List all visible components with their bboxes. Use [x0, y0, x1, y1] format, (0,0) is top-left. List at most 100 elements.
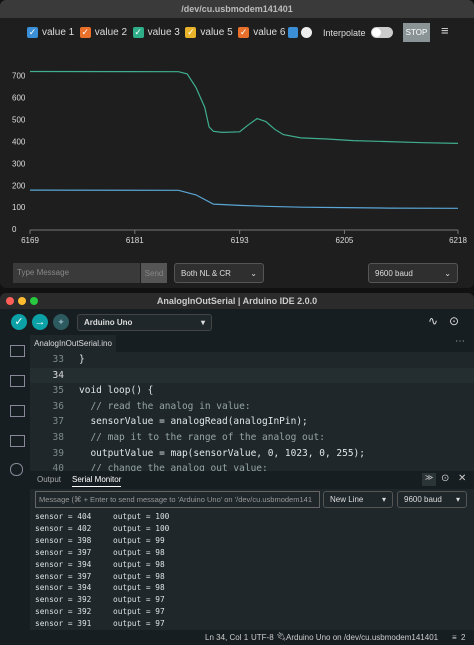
y-tick-label: 200: [12, 181, 26, 190]
sensor-value: sensor = 394: [35, 583, 92, 593]
x-tick-label: 6218: [449, 236, 467, 245]
panel-tab[interactable]: Serial Monitor: [72, 475, 122, 487]
y-tick-label: 400: [12, 137, 26, 146]
interpolate-label: Interpolate: [323, 28, 366, 38]
file-tab[interactable]: AnalogInOutSerial.ino: [30, 335, 116, 352]
window-title: /dev/cu.usbmodem141401: [181, 4, 293, 14]
toggle-knob: [372, 28, 381, 37]
scroll-legend[interactable]: [301, 27, 312, 38]
boards-icon[interactable]: [10, 375, 25, 387]
timestamp-icon[interactable]: ⊙: [441, 473, 450, 484]
sidebar: [0, 335, 30, 630]
editor: 33} 34 35 void loop() {36 // read the analo…: [30, 352, 474, 471]
line-ending-select[interactable]: Both NL & CR ⌄: [174, 263, 264, 283]
sensor-value: sensor = 398: [35, 535, 92, 545]
sensor-value: sensor = 402: [35, 523, 92, 533]
code-line: // map it to the range of the analog out…: [79, 432, 325, 443]
title-bar: [0, 293, 474, 309]
y-tick-label: 100: [12, 203, 26, 212]
line-number: 36: [52, 400, 64, 412]
sensor-value: sensor = 397: [35, 571, 92, 581]
legend-label: value 2: [94, 27, 128, 38]
line-ending-select[interactable]: New Line ▾: [323, 491, 393, 508]
interpolate-toggle[interactable]: [371, 27, 393, 38]
line-ending: New Line: [330, 495, 364, 504]
chart: 0 100 200 300 400 500 600 700 6169 6181 6193 6205 62…: [12, 70, 467, 245]
line-number: 33: [52, 354, 64, 365]
close[interactable]: [6, 297, 14, 305]
notification-icon[interactable]: ≡: [452, 633, 457, 642]
serial-output: sensor = 404 output = 100 sensor = 402 outp…: [35, 512, 465, 630]
baud: 9600 baud: [404, 495, 442, 504]
serial-input[interactable]: Message (⌘ + Enter to send message to 'A…: [35, 491, 320, 508]
legend-checkbox[interactable]: ✓: [185, 27, 197, 38]
legend-more[interactable]: [288, 27, 298, 38]
output-value: output = 98: [113, 571, 165, 581]
notification-count: 2: [461, 633, 466, 642]
legend-label: value 6: [253, 27, 286, 38]
sensor-value: sensor = 392: [35, 607, 92, 617]
legend-label: value 3: [147, 27, 180, 38]
baud-select[interactable]: 9600 baud ⌄: [368, 263, 458, 283]
y-tick-label: 300: [12, 159, 26, 168]
sensor-value: sensor = 397: [35, 547, 92, 557]
board: Arduino Uno: [84, 318, 133, 327]
sensor-value: sensor = 404: [35, 512, 92, 521]
chevron: ⌄: [444, 268, 451, 278]
series-line: [29, 189, 459, 209]
code-line: sensorValue = analogRead(analogInPin);: [79, 416, 308, 428]
line-ending: Both NL & CR: [181, 268, 231, 278]
baud-select[interactable]: 9600 baud ▾: [397, 491, 467, 508]
output-value: output = 100: [113, 523, 170, 533]
board-select[interactable]: Arduino Uno ▾: [77, 314, 212, 331]
message-input[interactable]: Type Message: [13, 263, 140, 283]
output-value: output = 98: [113, 547, 165, 557]
plotter-window: /dev/cu.usbmodem141401 ✓ value 1 ✓ value 2 ✓…: [0, 0, 474, 288]
minimize[interactable]: [18, 297, 26, 305]
tab-menu[interactable]: ⋯: [455, 336, 465, 347]
line-number: 40: [52, 463, 64, 471]
monitor-icon[interactable]: ⊙: [449, 314, 460, 328]
sensor-value: sensor = 392: [35, 595, 92, 605]
line-number: 35: [52, 385, 64, 397]
output-value: output = 99: [113, 535, 165, 545]
panel-header: [30, 471, 474, 489]
output-value: output = 98: [113, 583, 165, 593]
code-line: }: [79, 354, 85, 365]
autoscroll[interactable]: ≫: [422, 473, 436, 486]
legend-label: value 5: [200, 27, 233, 38]
serial-monitor: [30, 489, 474, 630]
library-icon[interactable]: [10, 405, 25, 417]
legend-checkbox[interactable]: ✓: [27, 27, 38, 38]
search-icon[interactable]: [10, 463, 23, 476]
legend-checkbox[interactable]: ✓: [79, 27, 91, 38]
y-tick-label: 700: [12, 72, 26, 81]
plug-icon: 🔌︎: [276, 632, 287, 641]
debug-icon[interactable]: [10, 435, 25, 447]
y-tick-label: 600: [12, 94, 26, 103]
menu-icon[interactable]: ≡: [441, 23, 449, 38]
legend-checkbox[interactable]: ✓: [238, 27, 250, 38]
x-tick-label: 6193: [231, 236, 249, 245]
debug-button[interactable]: ✦: [53, 314, 69, 330]
send-button[interactable]: Send: [141, 263, 167, 283]
window-title: AnalogInOutSerial | Arduino IDE 2.0.0: [156, 296, 318, 306]
plotter-icon[interactable]: ∿: [428, 314, 439, 328]
cursor-position: Ln 34, Col 1: [205, 633, 249, 642]
output-value: output = 98: [113, 559, 165, 569]
x-tick-label: 6205: [336, 236, 354, 245]
legend-checkbox[interactable]: ✓: [132, 27, 144, 38]
stop-button[interactable]: STOP: [403, 23, 430, 42]
code-line: void loop() {: [79, 385, 154, 397]
line-number: 38: [52, 432, 64, 443]
close-panel[interactable]: ✕: [458, 473, 467, 484]
line-number: 34: [52, 369, 64, 381]
output-value: output = 97: [113, 607, 165, 617]
sketchbook-icon[interactable]: [10, 345, 25, 357]
verify-button[interactable]: ✓: [11, 314, 27, 330]
status-bar: Ln 34, Col 1 UTF-8 🔌︎ Arduino Uno on /de…: [0, 630, 474, 645]
upload-button[interactable]: →: [32, 314, 48, 330]
panel-tab[interactable]: Output: [37, 475, 62, 484]
zoom[interactable]: [30, 297, 38, 305]
